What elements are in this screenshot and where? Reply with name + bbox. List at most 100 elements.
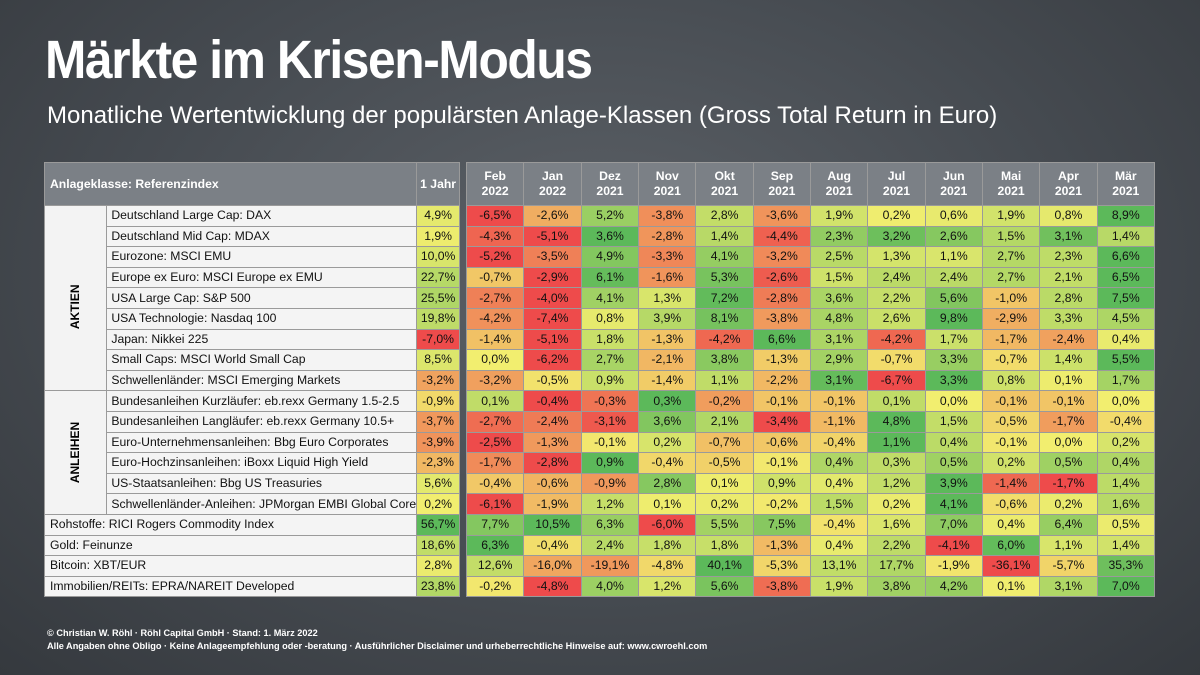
- asset-class-table: Anlageklasse: Referenzindex 1 Jahr AKTIE…: [43, 162, 460, 598]
- monthly-return-cell: 1,2%: [580, 493, 640, 515]
- monthly-return-cell: -0,7%: [695, 431, 754, 454]
- table-row: Rohstoffe: RICI Rogers Commodity Index 56…: [43, 513, 460, 536]
- monthly-return-cell: 2,2%: [867, 534, 926, 557]
- asset-name: Schwellenländer: MSCI Emerging Markets: [106, 369, 418, 392]
- monthly-return-cell: -1,7%: [1039, 472, 1098, 495]
- monthly-return-cell: 0,4%: [809, 534, 869, 557]
- monthly-return-cell: -1,6%: [638, 266, 697, 289]
- asset-name: Euro-Unternehmensanleihen: Bbg Euro Corp…: [106, 431, 418, 454]
- table-row: 6,3% -0,4% 2,4% 1,8% 1,8% -1,3% 0,4% 2,2% -4,1% 6…: [465, 534, 1156, 557]
- monthly-return-cell: 0,4%: [1096, 452, 1156, 474]
- monthly-return-cell: 3,3%: [1039, 307, 1098, 330]
- asset-name: Bitcoin: XBT/EUR: [43, 555, 418, 577]
- month-header-0: Feb 2022: [465, 162, 525, 206]
- month-header-9: Mai 2021: [981, 162, 1041, 206]
- monthly-return-cell: -6,2%: [523, 349, 582, 371]
- monthly-return-cell: -0,5%: [981, 410, 1041, 433]
- monthly-return-cell: 6,1%: [580, 266, 640, 289]
- monthly-return-cell: 2,7%: [580, 349, 640, 371]
- monthly-return-cell: 0,3%: [638, 390, 697, 412]
- monthly-return-cell: -5,1%: [523, 328, 582, 351]
- month-header-8: Jun 2021: [924, 162, 983, 206]
- monthly-return-cell: -2,8%: [523, 452, 582, 474]
- table-row: -3,2% -0,5% 0,9% -1,4% 1,1% -2,2% 3,1% -6,7% 3,3…: [465, 369, 1156, 392]
- monthly-return-cell: -6,0%: [638, 513, 697, 536]
- monthly-return-cell: -4,1%: [924, 534, 983, 557]
- year-label: 2021: [653, 184, 681, 198]
- monthly-return-cell: 7,2%: [695, 287, 754, 309]
- table-row: -2,7% -2,4% -3,1% 3,6% 2,1% -3,4% -1,1% 4,8% 1,5…: [465, 410, 1156, 433]
- asset-name: Deutschland Large Cap: DAX: [106, 205, 418, 227]
- monthly-return-cell: -0,1%: [752, 390, 812, 412]
- monthly-return-cell: -1,9%: [924, 555, 983, 577]
- monthly-return-cell: 3,1%: [1039, 225, 1098, 248]
- monthly-return-cell: 0,8%: [1039, 205, 1098, 227]
- one-year-return: -3,2%: [416, 369, 460, 392]
- year-label: 2021: [940, 184, 968, 198]
- month-label: Okt: [714, 169, 735, 183]
- monthly-return-cell: -3,8%: [752, 307, 812, 330]
- monthly-return-cell: 1,2%: [867, 472, 926, 495]
- label-header: Anlageklasse: Referenzindex: [43, 162, 418, 206]
- monthly-return-cell: -6,1%: [465, 493, 525, 515]
- monthly-return-cell: 3,3%: [924, 349, 983, 371]
- monthly-return-cell: 1,8%: [580, 328, 640, 351]
- monthly-return-cell: -1,3%: [752, 349, 812, 371]
- one-year-return: 5,6%: [416, 472, 460, 495]
- one-year-return: 56,7%: [416, 513, 460, 536]
- monthly-return-cell: -1,7%: [465, 452, 525, 474]
- month-label: Jan: [542, 169, 564, 183]
- monthly-return-cell: -4,3%: [465, 225, 525, 248]
- table-row: Bundesanleihen Langläufer: eb.rexx Germa…: [45, 410, 460, 433]
- monthly-return-cell: 1,1%: [695, 369, 754, 392]
- monthly-return-cell: -3,8%: [638, 205, 697, 227]
- monthly-return-cell: -1,3%: [523, 431, 582, 454]
- monthly-return-cell: 4,1%: [695, 246, 754, 268]
- monthly-return-cell: 2,2%: [867, 287, 926, 309]
- monthly-return-cell: 3,1%: [809, 369, 869, 392]
- monthly-return-cell: -2,6%: [752, 266, 812, 289]
- monthly-return-cell: 0,8%: [981, 369, 1041, 392]
- table-row: -6,5% -2,6% 5,2% -3,8% 2,8% -3,6% 1,9% 0,2% 0,6%…: [465, 205, 1156, 227]
- footer-disclaimer: Alle Angaben ohne Obligo · Keine Anlagee…: [47, 641, 708, 651]
- monthly-return-cell: -0,9%: [580, 472, 640, 495]
- table-row: Europe ex Euro: MSCI Europe ex EMU 22,7%: [45, 266, 460, 289]
- table-row: -0,4% -0,6% -0,9% 2,8% 0,1% 0,9% 0,4% 1,2% 3,9% -…: [465, 472, 1156, 495]
- monthly-return-cell: 10,5%: [523, 513, 582, 536]
- monthly-return-cell: -2,8%: [752, 287, 812, 309]
- monthly-return-cell: 2,8%: [695, 205, 754, 227]
- monthly-return-cell: -2,4%: [1039, 328, 1098, 351]
- monthly-return-cell: -16,0%: [523, 555, 582, 577]
- monthly-return-cell: 1,9%: [809, 205, 869, 227]
- table-row: ANLEIHEN Bundesanleihen Kurzläufer: eb.re…: [43, 390, 460, 515]
- monthly-return-cell: 0,0%: [924, 390, 983, 412]
- table-row: -5,2% -3,5% 4,9% -3,3% 4,1% -3,2% 2,5% 1,3% 1,1%…: [465, 246, 1156, 268]
- monthly-return-cell: 1,3%: [638, 287, 697, 309]
- monthly-return-cell: -0,3%: [580, 390, 640, 412]
- monthly-return-cell: -5,7%: [1039, 555, 1098, 577]
- month-label: Mär: [1114, 169, 1137, 183]
- monthly-returns-table: Feb 2022 Jan 2022 Dez 2021 Nov 2021 Okt 2021 Sep 20…: [465, 162, 1156, 598]
- monthly-return-cell: 0,5%: [1039, 452, 1098, 474]
- monthly-return-cell: -0,1%: [580, 431, 640, 454]
- one-year-return: 0,2%: [416, 493, 460, 515]
- monthly-return-cell: 7,0%: [1096, 575, 1156, 598]
- month-label: Aug: [827, 169, 852, 183]
- monthly-return-cell: 0,0%: [1096, 390, 1156, 412]
- year-label: 2022: [538, 184, 567, 198]
- monthly-return-cell: 1,8%: [695, 534, 754, 557]
- monthly-return-cell: 1,7%: [1096, 369, 1156, 392]
- monthly-return-cell: 0,4%: [981, 513, 1041, 536]
- monthly-return-cell: -2,2%: [752, 369, 812, 392]
- monthly-return-cell: -2,4%: [523, 410, 582, 433]
- monthly-return-cell: -3,2%: [465, 369, 525, 392]
- month-label: Apr: [1057, 169, 1079, 183]
- monthly-return-cell: 1,1%: [1039, 534, 1098, 557]
- asset-name: Schwellenländer-Anleihen: JPMorgan EMBI …: [106, 493, 418, 515]
- table-row: -1,4% -5,1% 1,8% -1,3% -4,2% 6,6% 3,1% -4,2% 1,7…: [465, 328, 1156, 351]
- monthly-return-cell: 1,1%: [867, 431, 926, 454]
- asset-name: Bundesanleihen Langläufer: eb.rexx Germa…: [106, 410, 418, 433]
- monthly-return-cell: -0,1%: [981, 390, 1041, 412]
- monthly-return-cell: -0,5%: [695, 452, 754, 474]
- monthly-return-cell: 3,9%: [924, 472, 983, 495]
